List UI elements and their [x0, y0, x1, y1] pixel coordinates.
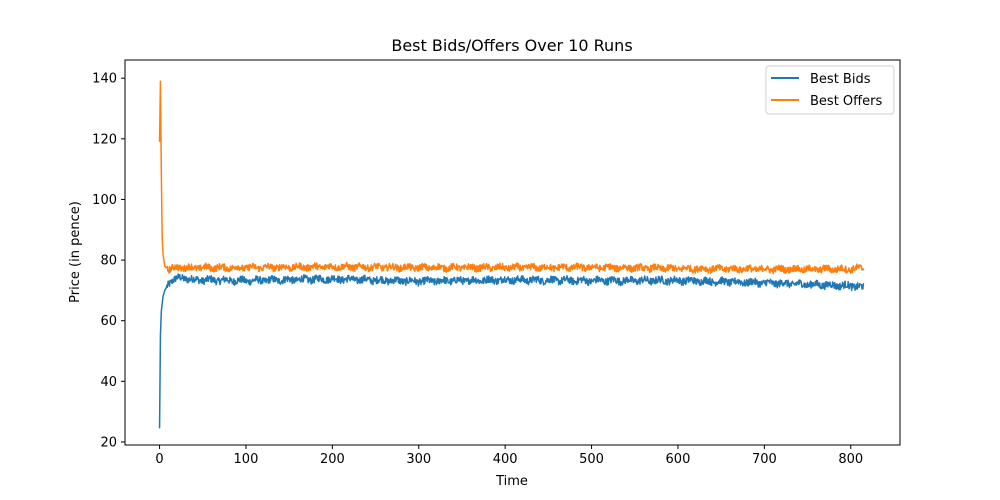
x-axis: 0 100 200 300 400 500 600 700 800	[155, 445, 863, 467]
x-axis-title: Time	[495, 474, 528, 489]
x-tick-label: 700	[752, 452, 777, 467]
y-tick-label: 100	[92, 193, 117, 208]
plot-area	[125, 60, 900, 445]
y-tick-label: 40	[100, 375, 117, 390]
y-tick-label: 20	[100, 435, 117, 450]
x-tick-label: 600	[666, 452, 691, 467]
y-tick-label: 60	[100, 314, 117, 329]
plot-frame	[124, 59, 901, 446]
series-layer	[158, 80, 865, 429]
chart-title: Best Bids/Offers Over 10 Runs	[391, 36, 632, 55]
legend: Best Bids Best Offers	[765, 65, 895, 115]
y-tick-label: 80	[100, 254, 117, 269]
x-tick-label: 100	[234, 452, 259, 467]
x-tick-label: 0	[155, 452, 163, 467]
y-tick-label: 120	[92, 132, 117, 147]
y-tick-label: 140	[92, 72, 117, 87]
y-axis: 20 40 60 80 100 120 140	[92, 72, 125, 450]
x-tick-label: 800	[838, 452, 863, 467]
legend-label: Best Bids	[810, 72, 871, 87]
x-tick-label: 300	[406, 452, 431, 467]
x-tick-label: 200	[320, 452, 345, 467]
x-tick-label: 400	[493, 452, 518, 467]
x-tick-label: 500	[579, 452, 604, 467]
y-axis-title: Price (in pence)	[68, 201, 83, 303]
legend-label: Best Offers	[810, 94, 882, 109]
series-line-best-bids	[158, 273, 865, 429]
series-line-best-offers	[158, 80, 865, 275]
